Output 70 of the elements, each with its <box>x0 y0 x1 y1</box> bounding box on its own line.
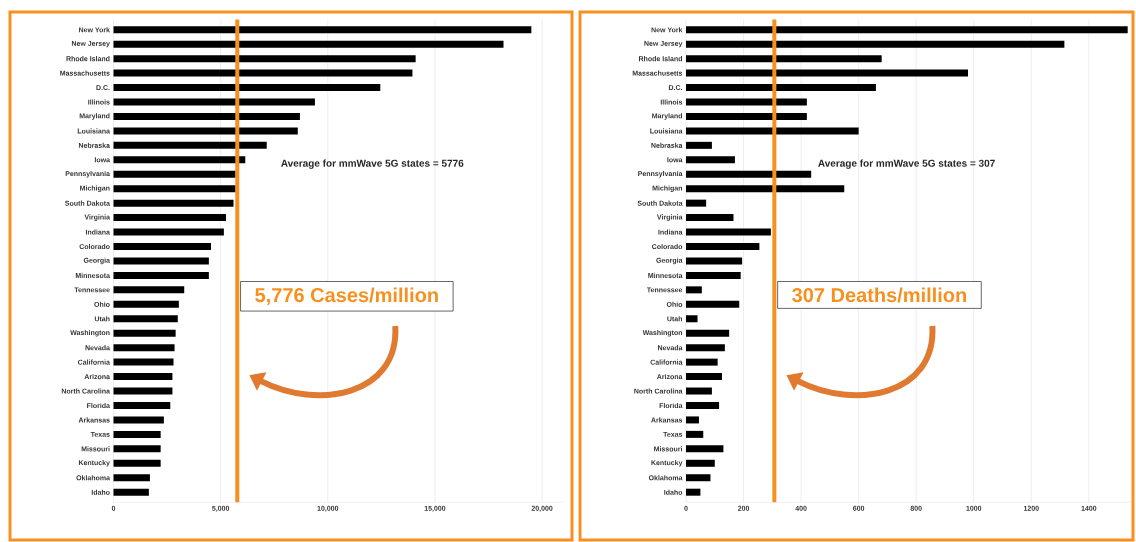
bar <box>686 401 720 409</box>
bar <box>113 401 171 409</box>
bar <box>686 286 702 294</box>
bar <box>113 387 173 395</box>
bar <box>113 488 149 496</box>
bar <box>113 214 226 222</box>
bar <box>686 257 743 265</box>
bar <box>113 300 179 308</box>
bar <box>113 69 413 77</box>
bar <box>113 271 209 279</box>
bar <box>113 243 211 251</box>
ref-line-label: 307 Deaths/million <box>792 287 966 303</box>
bar <box>686 214 734 222</box>
bar <box>686 170 812 178</box>
bar <box>686 185 845 193</box>
bar <box>686 69 968 77</box>
bar <box>686 474 711 482</box>
bar <box>113 373 173 381</box>
bar <box>113 127 298 135</box>
bar <box>686 315 698 323</box>
bar <box>113 445 161 453</box>
bar <box>686 416 699 424</box>
bar <box>113 55 416 63</box>
bar <box>113 98 315 106</box>
bar <box>686 300 740 308</box>
bar <box>686 98 807 106</box>
bar <box>113 40 504 48</box>
bar <box>113 344 175 352</box>
bar <box>686 40 1065 48</box>
bar <box>686 141 712 149</box>
bar <box>686 358 718 366</box>
bar <box>686 199 707 207</box>
bar <box>686 84 876 92</box>
bar <box>113 199 234 207</box>
bar <box>113 286 185 294</box>
bar <box>113 141 267 149</box>
bar <box>686 55 882 63</box>
bar <box>686 344 725 352</box>
bar <box>686 373 722 381</box>
bar <box>686 228 771 236</box>
bar <box>686 329 730 337</box>
bar <box>686 271 741 279</box>
bar <box>686 387 712 395</box>
bar <box>113 170 236 178</box>
bar <box>686 156 735 164</box>
bar <box>686 445 724 453</box>
bar <box>113 358 174 366</box>
bar <box>113 459 161 467</box>
annotation: Average for mmWave 5G states = 5776 <box>281 159 464 169</box>
bar <box>686 488 701 496</box>
annotation: Average for mmWave 5G states = 307 <box>818 159 995 169</box>
bar <box>686 459 715 467</box>
bar <box>686 112 807 120</box>
bar <box>113 156 246 164</box>
bar <box>113 416 164 424</box>
bar <box>113 84 381 92</box>
bar <box>686 26 1128 34</box>
bar <box>686 430 704 438</box>
bar <box>113 257 209 265</box>
ref-line-label: 5,776 Cases/million <box>255 287 438 306</box>
bar <box>113 315 178 323</box>
bar <box>113 329 176 337</box>
bar <box>686 243 760 251</box>
bar <box>113 26 532 34</box>
bar <box>686 127 859 135</box>
bar <box>113 112 300 120</box>
bar <box>113 430 161 438</box>
bar <box>113 474 150 482</box>
bar <box>113 185 236 193</box>
bar <box>113 228 224 236</box>
